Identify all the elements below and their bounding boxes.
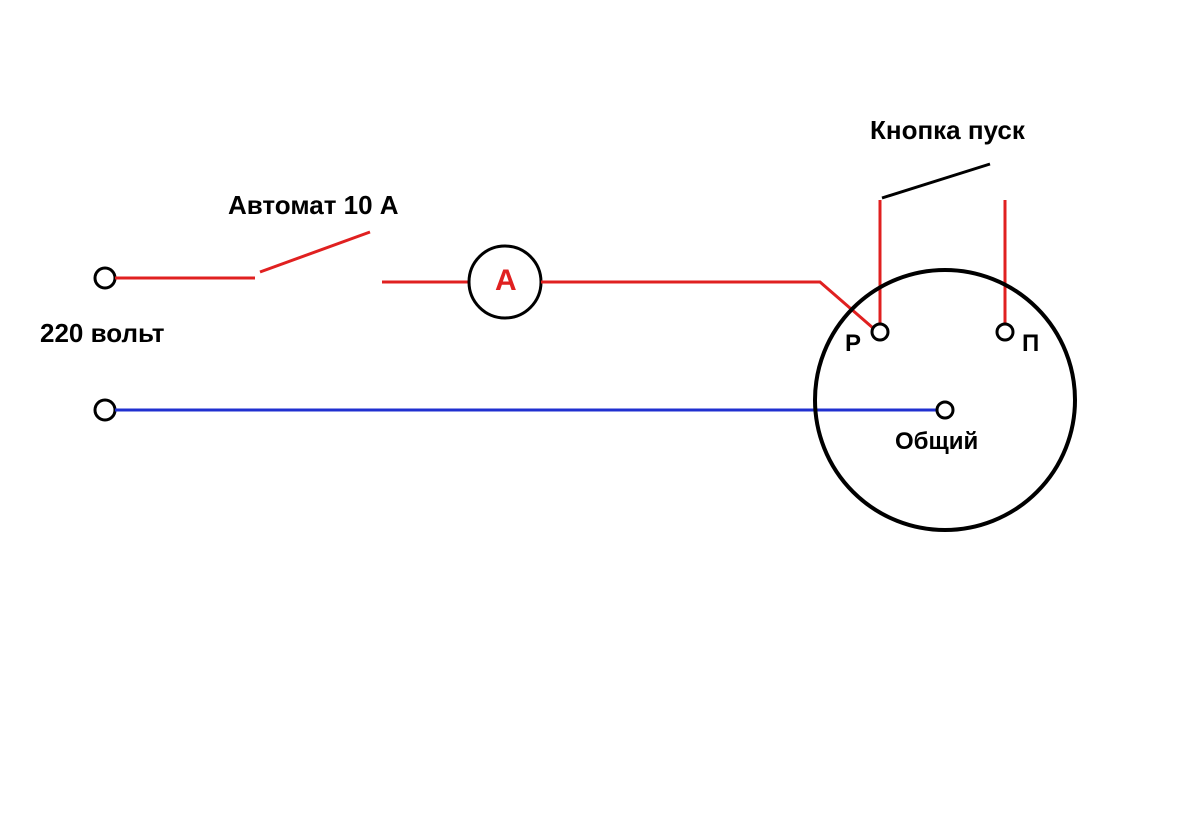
terminal-common-icon	[937, 402, 953, 418]
terminal-p-label: Р	[845, 330, 861, 358]
input-live-terminal-icon	[95, 268, 115, 288]
terminal-p-icon	[872, 324, 888, 340]
breaker-switch-arm	[260, 232, 370, 272]
live-wire-segment	[541, 282, 873, 328]
terminal-pi-icon	[997, 324, 1013, 340]
circuit-diagram: 220 вольт Автомат 10 А Кнопка пуск А Р П…	[0, 0, 1200, 836]
terminal-common-label: Общий	[895, 428, 978, 456]
start-button-switch-icon	[882, 164, 990, 198]
input-neutral-terminal-icon	[95, 400, 115, 420]
terminal-pi-label: П	[1022, 330, 1039, 358]
breaker-label: Автомат 10 А	[228, 190, 399, 221]
ammeter-letter: А	[495, 264, 517, 298]
compressor-icon	[815, 270, 1075, 530]
voltage-label: 220 вольт	[40, 318, 164, 349]
start-button-label: Кнопка пуск	[870, 115, 1025, 146]
